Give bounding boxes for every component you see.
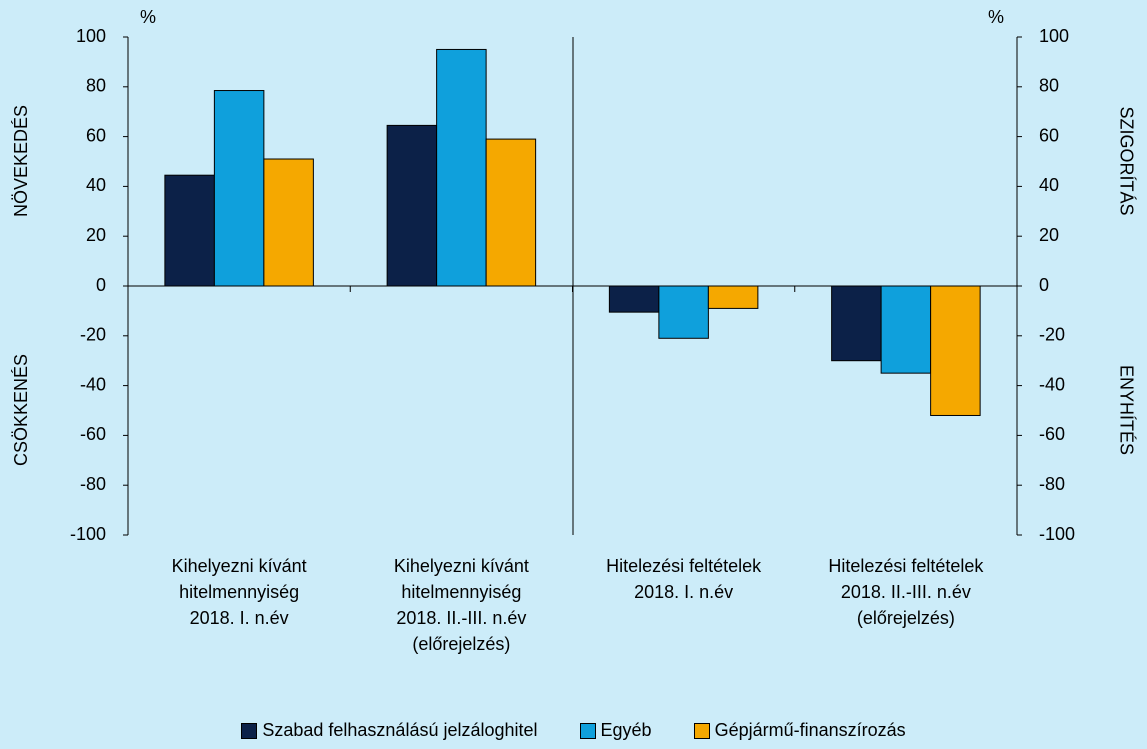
x-tick-label: Kihelyezni kívánt hitelmennyiség 2018. I… — [393, 556, 529, 654]
y-tick-label: -60 — [80, 424, 106, 444]
y2-label-bottom: ENYHÍTÉS — [1116, 365, 1136, 455]
y-label-top: NÖVEKEDÉS — [11, 105, 31, 217]
legend-item: Szabad felhasználású jelzáloghitel — [241, 720, 538, 741]
y-label-bottom: CSÖKKENÉS — [11, 354, 31, 466]
y-tick-label: 80 — [86, 76, 106, 96]
bar — [707, 285, 759, 309]
y2-tick-label: 40 — [1039, 175, 1059, 195]
y-tick-label: 40 — [86, 175, 106, 195]
bar — [386, 124, 438, 287]
bar — [164, 174, 215, 287]
legend-label: Egyéb — [600, 720, 652, 740]
bar — [930, 285, 981, 416]
x-tick-label: Kihelyezni kívánt hitelmennyiség 2018. I… — [171, 556, 307, 628]
y-tick-label: -40 — [80, 374, 106, 394]
y-tick-label: 60 — [86, 125, 106, 145]
y2-label-top: SZIGORÍTÁS — [1116, 106, 1136, 215]
y2-tick-label: 60 — [1039, 125, 1059, 145]
y2-tick-label: -100 — [1039, 524, 1075, 544]
y2-tick-label: -40 — [1039, 374, 1065, 394]
y2-tick-label: -20 — [1039, 325, 1065, 345]
y-tick-label: 0 — [96, 275, 106, 295]
bar — [485, 138, 537, 287]
y-tick-label: -80 — [80, 474, 106, 494]
legend-swatch — [241, 722, 258, 739]
legend: Szabad felhasználású jelzáloghitel Egyéb G… — [0, 720, 1147, 741]
legend-swatch — [693, 722, 710, 739]
bar — [213, 90, 265, 287]
bar — [608, 285, 660, 313]
y2-unit: % — [988, 7, 1004, 27]
legend-label: Szabad felhasználású jelzáloghitel — [262, 720, 538, 740]
y2-tick-label: 80 — [1039, 76, 1059, 96]
y2-tick-label: 20 — [1039, 225, 1059, 245]
y-tick-label: -20 — [80, 325, 106, 345]
y2-tick-label: -60 — [1039, 424, 1065, 444]
legend-swatch — [579, 722, 596, 739]
legend-label: Gépjármű-finanszírozás — [714, 720, 906, 740]
y2-tick-label: -80 — [1039, 474, 1065, 494]
y-unit: % — [140, 7, 156, 27]
y2-tick-label: 100 — [1039, 26, 1069, 46]
legend-item: Egyéb — [579, 720, 652, 741]
y2-tick-label: 0 — [1039, 275, 1049, 295]
bar — [831, 285, 882, 362]
y-tick-label: -100 — [70, 524, 106, 544]
bar — [880, 285, 932, 374]
bar — [263, 158, 314, 287]
y-tick-label: 20 — [86, 225, 106, 245]
x-tick-label: Hitelezési feltételek 2018. I. n.év — [606, 556, 762, 602]
bar — [436, 48, 487, 287]
y-tick-label: 100 — [76, 26, 106, 46]
legend-item: Gépjármű-finanszírozás — [693, 720, 906, 741]
bar — [658, 285, 709, 339]
x-tick-label: Hitelezési feltételek 2018. II.-III. n.é… — [828, 556, 984, 628]
